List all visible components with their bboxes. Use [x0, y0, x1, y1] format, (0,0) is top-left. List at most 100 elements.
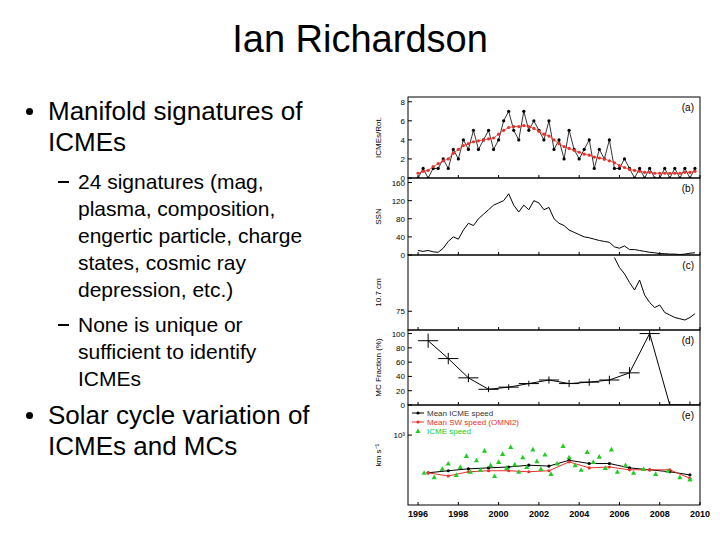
point	[492, 136, 495, 139]
y-tick	[408, 376, 412, 377]
bullet-list: Manifold signatures of ICMEs 24 signature…	[22, 96, 340, 472]
point	[588, 154, 591, 157]
y-tick-label: 0	[401, 401, 406, 410]
x-error-bar	[458, 377, 478, 378]
bullet-dot	[26, 412, 33, 419]
point	[598, 156, 601, 159]
point	[487, 137, 490, 140]
point	[507, 110, 510, 113]
point	[547, 464, 550, 467]
x-tick-label: 2004	[569, 509, 589, 519]
bullet: Manifold signatures of ICMEs	[22, 96, 310, 158]
point	[472, 129, 475, 132]
y-axis-title: km s⁻¹	[374, 443, 383, 466]
x-tick	[700, 502, 701, 505]
point	[452, 148, 455, 151]
series-line	[418, 194, 695, 255]
point	[585, 449, 590, 454]
point	[440, 466, 445, 471]
point	[653, 471, 658, 476]
point	[593, 167, 596, 170]
point	[547, 134, 550, 137]
x-error-bar	[499, 387, 519, 388]
x-error-bar	[640, 333, 660, 334]
point	[688, 473, 691, 476]
point	[477, 139, 480, 142]
point	[542, 133, 545, 136]
point	[562, 145, 565, 148]
point	[447, 474, 450, 477]
point	[427, 471, 430, 474]
point	[458, 464, 463, 469]
point	[578, 157, 581, 160]
plot-frame	[408, 330, 700, 405]
point	[447, 157, 450, 160]
point	[673, 172, 676, 175]
plot-frame	[408, 178, 700, 255]
point	[608, 138, 611, 141]
point	[520, 455, 525, 460]
series-line	[428, 334, 690, 405]
point	[552, 148, 555, 151]
point	[537, 129, 540, 132]
point	[573, 149, 576, 152]
point	[583, 153, 586, 156]
point	[623, 157, 626, 160]
point	[663, 172, 666, 175]
y-tick	[408, 218, 412, 219]
point	[579, 467, 584, 472]
legend-label: Mean ICME speed	[427, 409, 493, 418]
point	[665, 468, 670, 473]
point	[688, 171, 691, 174]
data-group	[418, 330, 700, 405]
point	[613, 167, 616, 170]
point	[542, 452, 547, 457]
point	[609, 447, 614, 452]
point	[641, 466, 646, 471]
y-tick	[408, 236, 412, 237]
point	[427, 169, 430, 172]
point	[507, 126, 510, 129]
panel-title: (b)	[682, 183, 694, 194]
y-axis-title: MC Fraction (%)	[374, 338, 383, 397]
panel-title: (d)	[682, 335, 694, 346]
point	[416, 172, 419, 175]
point	[474, 458, 479, 463]
point	[638, 170, 641, 173]
point	[437, 162, 440, 165]
point	[603, 465, 608, 470]
y-tick-label: 120	[392, 197, 406, 206]
point	[552, 138, 555, 141]
figure: 02468ICMEs/Rot.(a)04080120160SSN(b)7510.…	[0, 0, 720, 540]
bullet-text: Solar cycle variation of ICMEs and MCs	[48, 400, 310, 461]
point	[534, 458, 539, 463]
point	[547, 469, 550, 472]
sub-bullet-text: 24 signatures (mag, plasma, composition,…	[78, 170, 302, 301]
sub-bullet-text: None is unique or sufficient to identify…	[78, 313, 256, 390]
point	[487, 469, 490, 472]
point	[482, 138, 485, 141]
point	[467, 467, 470, 470]
y-tick	[408, 158, 412, 159]
point	[677, 475, 682, 480]
point	[687, 477, 692, 482]
x-tick	[498, 502, 499, 505]
series-line	[428, 460, 690, 475]
point	[542, 138, 545, 141]
point	[488, 463, 493, 468]
point	[447, 469, 450, 472]
point	[693, 170, 696, 173]
data-group	[422, 443, 693, 481]
panel: 7510.7 cm(c)	[374, 255, 700, 330]
point	[508, 444, 513, 449]
point	[422, 470, 427, 475]
point	[628, 168, 631, 171]
point	[487, 129, 490, 132]
point	[668, 172, 671, 175]
x-tick	[458, 502, 459, 505]
y-tick-label: 160	[392, 179, 406, 188]
point	[623, 463, 628, 468]
plot-frame	[408, 405, 700, 505]
point	[618, 167, 621, 170]
point	[603, 157, 606, 160]
